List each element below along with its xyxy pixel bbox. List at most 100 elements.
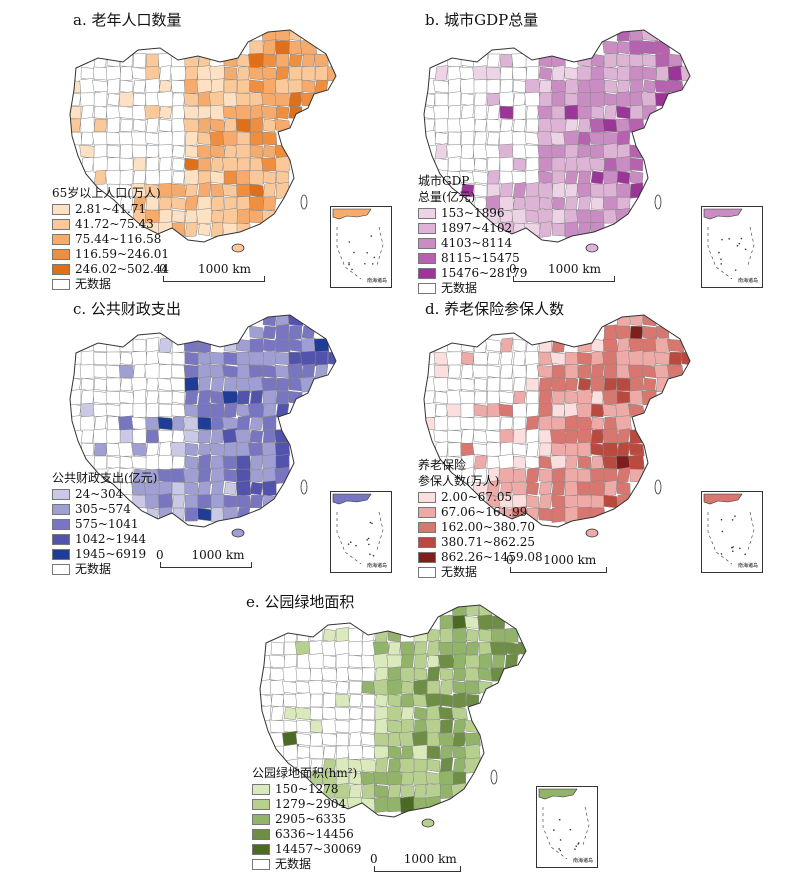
map-region: [603, 157, 618, 172]
map-region: [426, 639, 441, 658]
map-region: [616, 315, 631, 328]
map-region: [590, 221, 605, 238]
legend-label: 6336~14456: [275, 827, 354, 841]
map-region: [262, 429, 277, 444]
map-region: [210, 455, 225, 470]
map-region: [387, 745, 402, 760]
map-region: [460, 377, 475, 392]
map-region: [577, 364, 592, 379]
south-china-sea-inset: 南海诸岛: [701, 206, 763, 288]
map-region: [642, 79, 657, 94]
map-region: [274, 351, 291, 366]
map-region: [603, 324, 618, 341]
map-region: [537, 144, 554, 159]
map-region: [460, 143, 475, 160]
country-border: [423, 314, 691, 528]
map-region: [287, 390, 304, 405]
map-region: [105, 390, 122, 405]
map-region: [275, 390, 290, 405]
map-region: [374, 706, 389, 721]
map-region: [486, 377, 501, 392]
legend-label: 14457~30069: [275, 842, 362, 856]
map-region: [486, 156, 501, 173]
map-region: [452, 771, 467, 786]
map-region: [288, 53, 303, 68]
map-region: [498, 91, 515, 108]
map-region: [490, 628, 507, 643]
legend-swatch: [418, 283, 436, 294]
map-region: [653, 351, 672, 366]
map-region: [452, 757, 467, 774]
map-region: [269, 667, 286, 682]
map-region: [655, 376, 670, 393]
legend-label: 75.44~116.58: [75, 232, 162, 246]
map-region: [223, 481, 238, 496]
map-region: [119, 377, 134, 392]
map-region: [223, 376, 238, 393]
legend-item: 14457~30069: [252, 842, 361, 857]
map-region: [499, 416, 514, 431]
map-region: [551, 105, 566, 120]
map-region: [452, 732, 467, 747]
map-region: [274, 441, 291, 458]
map-region: [536, 364, 555, 379]
map-region: [275, 170, 290, 185]
map-region: [335, 680, 350, 695]
map-region: [464, 732, 481, 747]
map-region: [144, 131, 161, 146]
map-region: [629, 79, 644, 94]
legend-swatch: [52, 549, 70, 560]
legend-title: 总量(亿元): [418, 190, 476, 204]
map-region: [434, 390, 449, 405]
legend-label: 1945~6919: [75, 547, 147, 561]
map-region: [301, 363, 316, 380]
map-region: [577, 118, 592, 133]
map-region: [575, 209, 594, 224]
map-region: [197, 117, 212, 134]
map-region: [576, 65, 593, 82]
map-region: [512, 468, 527, 483]
map-region: [132, 157, 147, 172]
map-region: [413, 706, 428, 721]
map-region: [184, 507, 199, 522]
legend-label: 1042~1944: [75, 532, 147, 546]
map-region: [460, 364, 475, 379]
map-region: [131, 416, 148, 431]
map-region: [486, 92, 501, 107]
map-region: [452, 718, 467, 735]
inset-island: [720, 263, 723, 265]
map-region: [105, 364, 122, 379]
map-region: [184, 130, 199, 147]
map-region: [512, 376, 527, 393]
map-region: [551, 90, 566, 109]
map-region: [439, 614, 454, 631]
map-region: [616, 377, 631, 392]
map-region: [235, 480, 252, 497]
map-region: [460, 351, 475, 366]
map-region: [576, 351, 593, 366]
map-region: [106, 416, 121, 431]
map-region: [236, 196, 251, 211]
map-region: [564, 144, 579, 159]
map-region: [145, 117, 160, 134]
map-region: [222, 156, 239, 173]
map-region: [132, 402, 147, 419]
map-region: [275, 181, 290, 200]
map-region: [577, 79, 592, 94]
map-region: [288, 324, 303, 341]
map-region: [236, 415, 251, 432]
map-region: [434, 131, 449, 146]
map-region: [261, 157, 278, 172]
choropleth-map: [69, 29, 337, 253]
map-region: [473, 351, 488, 366]
map-region: [70, 403, 82, 418]
map-region: [209, 390, 226, 405]
map-region: [106, 144, 121, 159]
map-region: [104, 169, 123, 186]
map-region: [119, 429, 134, 444]
map-region: [106, 78, 121, 95]
map-region: [223, 441, 238, 458]
map-region: [512, 66, 527, 81]
map-region: [564, 377, 579, 392]
map-region: [564, 92, 579, 107]
